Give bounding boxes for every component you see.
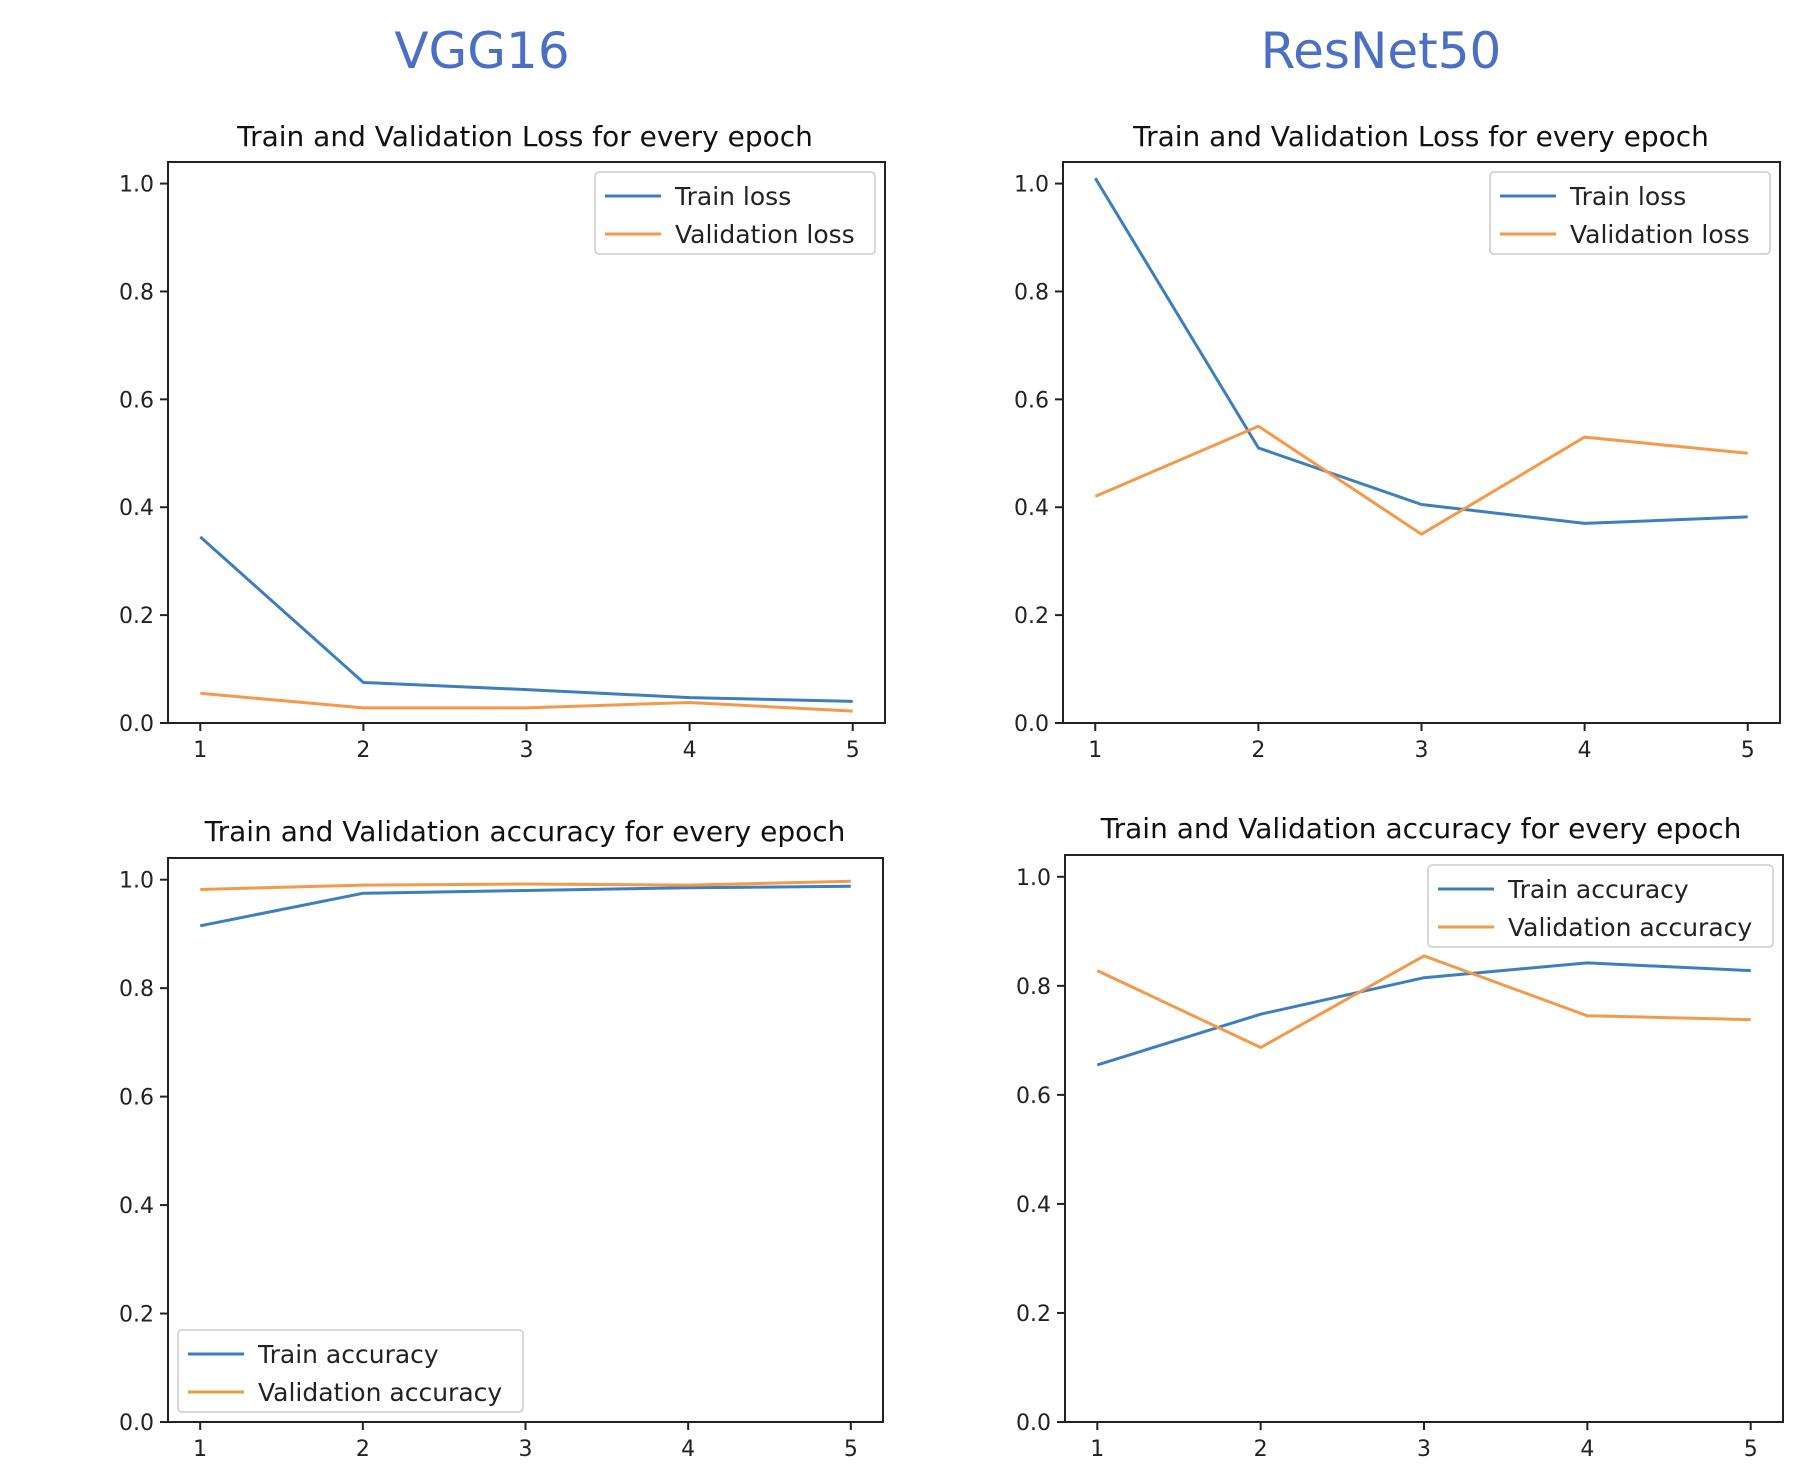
- resnet50-accuracy-ytick-label: 0.2: [1016, 1302, 1051, 1327]
- vgg16-loss-ytick-label: 1.0: [119, 173, 154, 198]
- vgg16-loss-xtick-label: 4: [683, 738, 697, 763]
- vgg16-loss-legend: Train loss Validation loss: [594, 171, 876, 255]
- vgg16-loss-series-validation-loss: [200, 691, 853, 713]
- vgg16-accuracy-title: Train and Validation accuracy for every …: [204, 815, 846, 848]
- vgg16-accuracy-xtick-label: 1: [193, 1437, 207, 1462]
- resnet50-accuracy-series-train-accuracy: [1096, 961, 1751, 1067]
- resnet50-column-title: ResNet50: [1260, 22, 1502, 80]
- resnet50-loss-xtick-label: 4: [1578, 738, 1592, 763]
- vgg16-loss-ytick-label: 0.4: [119, 496, 154, 521]
- vgg16-loss-ytick-label: 0.8: [119, 280, 154, 305]
- resnet50-accuracy-ytick-label: 1.0: [1016, 866, 1051, 891]
- resnet50-accuracy-legend-label: Validation accuracy: [1508, 913, 1752, 942]
- vgg16-loss-chart: Train and Validation Loss for every epoc…: [119, 120, 886, 763]
- resnet50-accuracy-ytick-label: 0.0: [1016, 1411, 1051, 1436]
- vgg16-accuracy-legend-box: [177, 1329, 524, 1413]
- resnet50-loss-ytick-label: 0.2: [1014, 604, 1049, 629]
- resnet50-loss-xtick-label: 1: [1088, 738, 1102, 763]
- resnet50-accuracy-legend-label: Train accuracy: [1507, 875, 1689, 904]
- resnet50-loss-xtick-label: 2: [1251, 738, 1265, 763]
- resnet50-accuracy-xtick-label: 2: [1254, 1437, 1268, 1462]
- vgg16-loss-ytick-label: 0.6: [119, 388, 154, 413]
- resnet50-loss-ytick-label: 0.4: [1014, 496, 1049, 521]
- resnet50-loss-legend-box: [1489, 171, 1771, 255]
- vgg16-loss-ytick-label: 0.0: [119, 712, 154, 737]
- vgg16-loss-xtick-label: 2: [356, 738, 370, 763]
- vgg16-accuracy-ytick-label: 0.4: [119, 1194, 154, 1219]
- vgg16-accuracy-ytick-label: 1.0: [119, 869, 154, 894]
- vgg16-loss-ytick-label: 0.2: [119, 604, 154, 629]
- vgg16-loss-legend-box: [594, 171, 876, 255]
- resnet50-loss-ytick-label: 0.8: [1014, 280, 1049, 305]
- resnet50-loss-chart: Train and Validation Loss for every epoc…: [1014, 120, 1781, 763]
- vgg16-loss-series-train-loss: [199, 535, 853, 703]
- vgg16-loss-xtick-label: 3: [520, 738, 534, 763]
- resnet50-accuracy-legend-box: [1427, 864, 1774, 948]
- vgg16-accuracy-xtick-label: 5: [844, 1437, 858, 1462]
- vgg16-accuracy-legend-label: Train accuracy: [257, 1340, 439, 1369]
- vgg16-accuracy-series-validation-accuracy: [200, 879, 851, 891]
- resnet50-accuracy-legend: Train accuracy Validation accuracy: [1427, 864, 1774, 948]
- vgg16-accuracy-ytick-label: 0.2: [119, 1303, 154, 1328]
- resnet50-loss-legend-label: Validation loss: [1570, 220, 1750, 249]
- vgg16-accuracy-xtick-label: 3: [519, 1437, 533, 1462]
- resnet50-loss-xtick-label: 5: [1741, 738, 1755, 763]
- vgg16-accuracy-ytick-label: 0.0: [119, 1411, 154, 1436]
- resnet50-accuracy-ytick-label: 0.4: [1016, 1193, 1051, 1218]
- vgg16-accuracy-ytick-label: 0.8: [119, 977, 154, 1002]
- resnet50-accuracy-ytick-label: 0.8: [1016, 975, 1051, 1000]
- vgg16-loss-xtick-label: 1: [193, 738, 207, 763]
- vgg16-column-title: VGG16: [394, 22, 570, 80]
- resnet50-loss-legend: Train loss Validation loss: [1489, 171, 1771, 255]
- resnet50-loss-series-train-loss: [1094, 177, 1748, 525]
- resnet50-accuracy-xtick-label: 1: [1090, 1437, 1104, 1462]
- resnet50-loss-ytick-label: 1.0: [1014, 173, 1049, 198]
- vgg16-accuracy-xtick-label: 2: [356, 1437, 370, 1462]
- vgg16-accuracy-series-train-accuracy: [199, 884, 851, 928]
- resnet50-accuracy-chart: Train and Validation accuracy for every …: [1016, 812, 1784, 1462]
- resnet50-loss-ytick-label: 0.0: [1014, 712, 1049, 737]
- resnet50-loss-title: Train and Validation Loss for every epoc…: [1132, 120, 1709, 153]
- resnet50-accuracy-ytick-label: 0.6: [1016, 1084, 1051, 1109]
- resnet50-accuracy-xtick-label: 4: [1580, 1437, 1594, 1462]
- vgg16-loss-title: Train and Validation Loss for every epoc…: [236, 120, 813, 153]
- vgg16-loss-xtick-label: 5: [846, 738, 860, 763]
- resnet50-accuracy-xtick-label: 3: [1417, 1437, 1431, 1462]
- vgg16-accuracy-chart: Train and Validation accuracy for every …: [119, 815, 884, 1462]
- resnet50-accuracy-xtick-label: 5: [1744, 1437, 1758, 1462]
- resnet50-loss-series-validation-loss: [1094, 424, 1748, 536]
- vgg16-accuracy-xtick-label: 4: [681, 1437, 695, 1462]
- vgg16-loss-legend-label: Train loss: [674, 182, 791, 211]
- resnet50-loss-xtick-label: 3: [1415, 738, 1429, 763]
- resnet50-accuracy-series-validation-accuracy: [1096, 954, 1751, 1049]
- resnet50-loss-legend-label: Train loss: [1569, 182, 1686, 211]
- vgg16-accuracy-legend-label: Validation accuracy: [258, 1378, 502, 1407]
- resnet50-accuracy-title: Train and Validation accuracy for every …: [1100, 812, 1742, 845]
- vgg16-accuracy-ytick-label: 0.6: [119, 1086, 154, 1111]
- resnet50-loss-ytick-label: 0.6: [1014, 388, 1049, 413]
- vgg16-loss-legend-label: Validation loss: [675, 220, 855, 249]
- vgg16-accuracy-legend: Train accuracy Validation accuracy: [177, 1329, 524, 1413]
